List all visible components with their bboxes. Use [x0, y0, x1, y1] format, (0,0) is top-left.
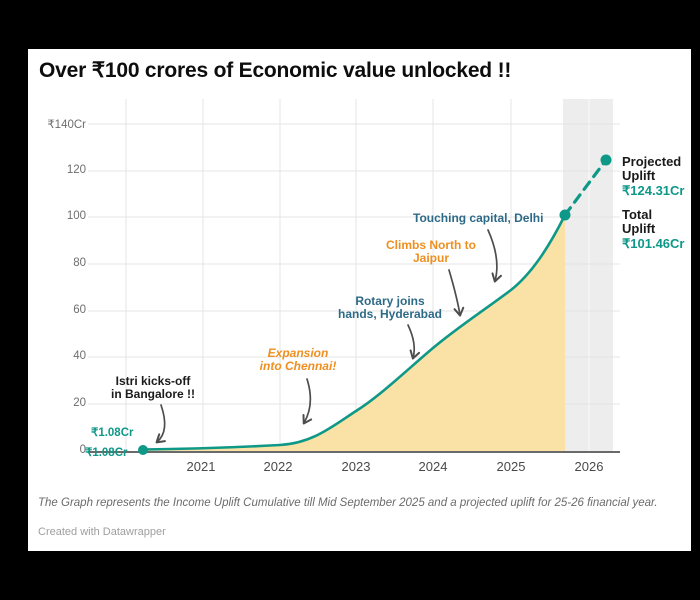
projection-dashed-line	[563, 158, 608, 217]
uplift-area	[143, 215, 565, 452]
start-point	[138, 445, 148, 455]
x-tick-2025: 2025	[496, 459, 526, 474]
annotation-arrow-istri	[155, 404, 166, 444]
annotation-line: Rotary joins	[355, 294, 425, 308]
annotation-line: Touching capital, Delhi	[413, 211, 544, 225]
annotation-line: Jaipur	[412, 251, 449, 265]
annotation-line: Istri kicks-off	[115, 374, 191, 388]
annotation-line: Expansion	[267, 346, 329, 360]
y-tick-80: 80	[73, 257, 86, 269]
annotation-arrow-chennai	[302, 378, 313, 425]
label-line: Projected	[622, 154, 682, 169]
uplift-line	[141, 213, 567, 451]
annotation-climbs-jaipur: Climbs North to Jaipur	[366, 239, 496, 265]
annotation-line: Climbs North to	[386, 238, 476, 252]
projected-uplift-value: ₹124.31Cr	[622, 183, 685, 198]
label-line: Uplift	[622, 167, 656, 183]
x-tick-2021: 2021	[186, 459, 216, 474]
annotation-istri-bangalore: Istri kicks-off in Bangalore !!	[88, 375, 218, 401]
annotation-expansion-chennai: Expansion into Chennai!	[233, 347, 363, 373]
y-tick-0: 0	[79, 444, 86, 456]
chart-card: Over ₹100 crores of Economic value unloc…	[28, 49, 691, 551]
annotation-arrow-delhi	[487, 229, 503, 283]
y-tick-20: 20	[73, 397, 86, 409]
x-tick-2023: 2023	[341, 459, 371, 474]
start-value-label-actual: ₹1.08Cr	[91, 427, 134, 439]
annotation-line: into Chennai!	[259, 359, 337, 373]
label-line: Uplift	[622, 220, 656, 236]
projected-uplift-point	[600, 154, 612, 166]
start-value-label-projected: ₹1.08Cr	[85, 447, 128, 459]
y-tick-40: 40	[73, 350, 86, 362]
x-tick-2026: 2026	[574, 459, 604, 474]
annotation-rotary-hyderabad: Rotary joins hands, Hyderabad	[320, 295, 460, 321]
chart-plot-area	[88, 99, 620, 455]
forecast-band	[563, 99, 613, 453]
x-tick-2022: 2022	[263, 459, 293, 474]
label-line: Total	[622, 207, 653, 222]
total-uplift-label: Total Uplift ₹101.46Cr	[622, 208, 691, 251]
vertical-gridlines	[125, 99, 590, 453]
x-tick-2024: 2024	[418, 459, 448, 474]
chart-title: Over ₹100 crores of Economic value unloc…	[39, 59, 512, 82]
y-tick-60: 60	[73, 304, 86, 316]
total-uplift-point	[559, 209, 571, 221]
y-tick-120: 120	[66, 164, 86, 176]
y-tick-100: 100	[66, 210, 86, 222]
annotation-capital-delhi: Touching capital, Delhi	[413, 211, 544, 225]
y-tick-140: ₹140Cr	[47, 119, 86, 131]
annotation-line: hands, Hyderabad	[337, 307, 443, 321]
annotation-arrow-rotary	[407, 324, 421, 360]
annotation-line: in Bangalore !!	[110, 387, 195, 401]
annotation-arrow-jaipur	[448, 269, 465, 317]
projected-uplift-label: Projected Uplift ₹124.31Cr	[622, 155, 691, 198]
datawrapper-credit-link[interactable]: Created with Datawrapper	[38, 526, 166, 538]
chart-caption: The Graph represents the Income Uplift C…	[38, 497, 658, 509]
total-uplift-value: ₹101.46Cr	[622, 236, 685, 251]
